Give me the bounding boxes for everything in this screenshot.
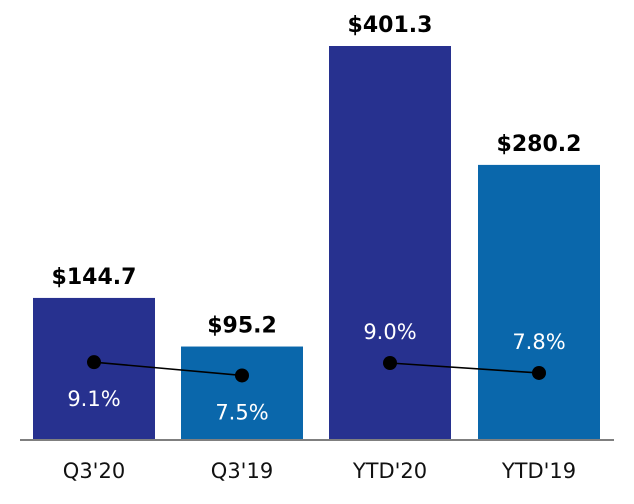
bar-value-label-3: $280.2 xyxy=(497,132,582,157)
bar-value-label-2: $401.3 xyxy=(348,13,433,38)
margin-marker-0 xyxy=(87,355,101,370)
margin-marker-2 xyxy=(383,356,397,370)
margin-line-segment-1 xyxy=(389,362,540,374)
bar-2 xyxy=(329,46,451,440)
margin-label-0: 9.1% xyxy=(67,387,120,411)
x-tick-label-0: Q3'20 xyxy=(63,459,125,483)
bar-3 xyxy=(478,164,600,440)
margin-line-segment-0 xyxy=(93,361,243,377)
x-tick-label-3: YTD'19 xyxy=(501,459,576,483)
margin-label-2: 9.0% xyxy=(363,320,416,344)
x-tick-label-1: Q3'19 xyxy=(211,459,273,483)
margin-label-3: 7.8% xyxy=(512,330,565,354)
margin-label-1: 7.5% xyxy=(215,400,268,424)
margin-marker-1 xyxy=(235,368,249,383)
bar-value-label-0: $144.7 xyxy=(52,265,137,290)
bar-value-label-1: $95.2 xyxy=(207,314,277,339)
bar-1 xyxy=(181,346,303,440)
margin-marker-3 xyxy=(532,365,546,380)
x-tick-label-2: YTD'20 xyxy=(352,459,427,483)
